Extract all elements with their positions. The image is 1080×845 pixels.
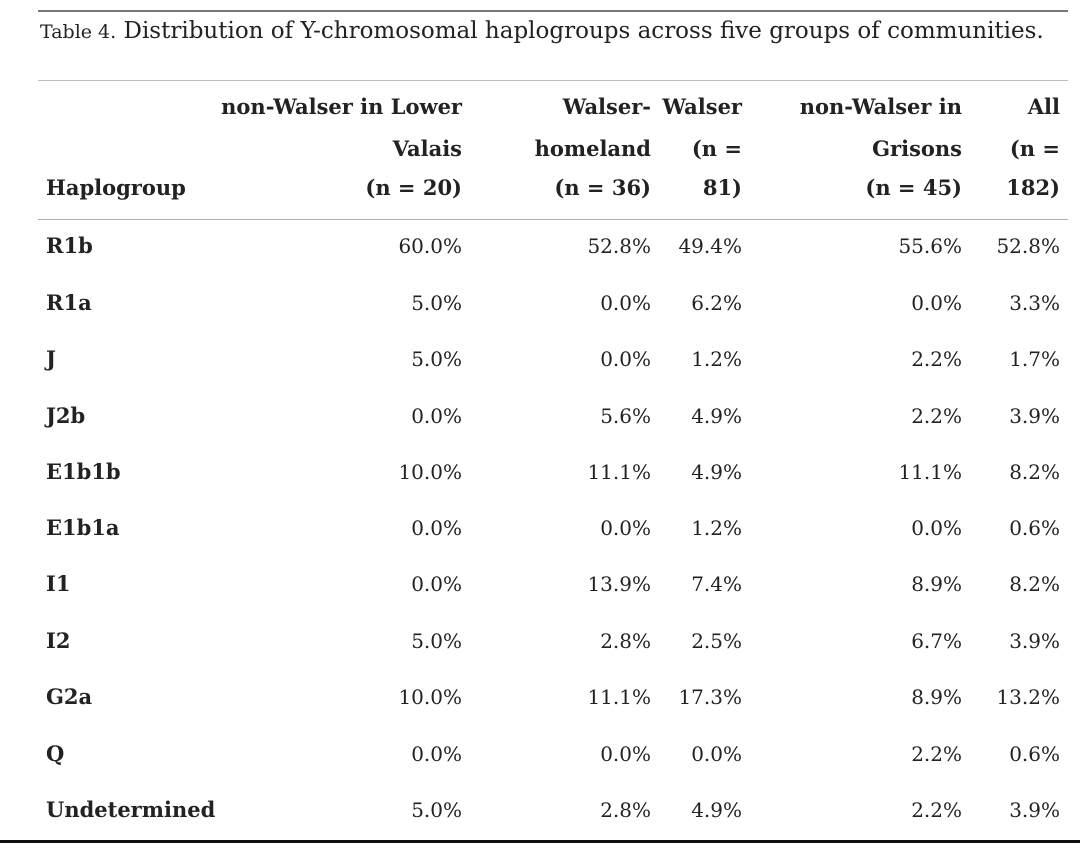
row-label-i2: I2 bbox=[46, 628, 71, 653]
row-label-e1b1b: E1b1b bbox=[46, 459, 121, 484]
table-cell: 2.5% bbox=[691, 629, 742, 653]
header-col3-line2: (n = bbox=[691, 136, 742, 161]
table-cell: 52.8% bbox=[996, 234, 1060, 258]
table-cell: 0.0% bbox=[411, 742, 462, 766]
table-cell: 3.9% bbox=[1009, 798, 1060, 822]
table-cell: 13.9% bbox=[587, 572, 651, 596]
table-caption-text: Distribution of Y-chromosomal haplogroup… bbox=[123, 18, 1044, 44]
table-cell: 1.2% bbox=[691, 516, 742, 540]
table-cell: 8.9% bbox=[911, 572, 962, 596]
header-haplogroup: Haplogroup bbox=[46, 175, 186, 200]
table-cell: 0.6% bbox=[1009, 742, 1060, 766]
table-cell: 2.2% bbox=[911, 742, 962, 766]
table-cell: 49.4% bbox=[678, 234, 742, 258]
table-cell: 3.3% bbox=[1009, 291, 1060, 315]
row-label-j2b: J2b bbox=[46, 403, 86, 428]
table-cell: 3.9% bbox=[1009, 629, 1060, 653]
table-cell: 0.0% bbox=[600, 291, 651, 315]
table-cell: 2.8% bbox=[600, 629, 651, 653]
table-bottom-rule bbox=[0, 840, 1080, 843]
table-cell: 4.9% bbox=[691, 460, 742, 484]
table-caption: Table 4. Distribution of Y-chromosomal h… bbox=[40, 14, 1044, 49]
header-col1-line3: (n = 20) bbox=[365, 175, 462, 200]
row-label-r1b: R1b bbox=[46, 233, 93, 258]
table-cell: 5.0% bbox=[411, 347, 462, 371]
table-cell: 1.7% bbox=[1009, 347, 1060, 371]
table-cell: 5.0% bbox=[411, 629, 462, 653]
table-cell: 2.2% bbox=[911, 798, 962, 822]
table-cell: 10.0% bbox=[398, 460, 462, 484]
table-cell: 52.8% bbox=[587, 234, 651, 258]
table-cell: 2.2% bbox=[911, 347, 962, 371]
table-cell: 4.9% bbox=[691, 798, 742, 822]
table-cell: 0.0% bbox=[911, 516, 962, 540]
table-cell: 11.1% bbox=[587, 685, 651, 709]
table-cell: 2.2% bbox=[911, 404, 962, 428]
table-caption-label: Table 4. bbox=[40, 21, 117, 43]
row-label-g2a: G2a bbox=[46, 684, 93, 709]
table-cell: 55.6% bbox=[898, 234, 962, 258]
table-cell: 0.0% bbox=[600, 347, 651, 371]
table-cell: 6.7% bbox=[911, 629, 962, 653]
table-cell: 5.0% bbox=[411, 798, 462, 822]
table-cell: 13.2% bbox=[996, 685, 1060, 709]
table-cell: 11.1% bbox=[898, 460, 962, 484]
table-cell: 11.1% bbox=[587, 460, 651, 484]
table-cell: 5.6% bbox=[600, 404, 651, 428]
header-col5-line1: All bbox=[1027, 94, 1060, 119]
header-col5-line3: 182) bbox=[1006, 175, 1060, 200]
table-cell: 0.0% bbox=[411, 404, 462, 428]
header-col5-line2: (n = bbox=[1009, 136, 1060, 161]
table-cell: 17.3% bbox=[678, 685, 742, 709]
table-cell: 4.9% bbox=[691, 404, 742, 428]
table-cell: 10.0% bbox=[398, 685, 462, 709]
table-cell: 6.2% bbox=[691, 291, 742, 315]
table-cell: 0.0% bbox=[691, 742, 742, 766]
header-col3-line3: 81) bbox=[702, 175, 742, 200]
table-cell: 60.0% bbox=[398, 234, 462, 258]
row-label-q: Q bbox=[46, 741, 65, 766]
header-col2-line1: Walser- bbox=[562, 94, 651, 119]
header-col3-line1: Walser bbox=[662, 94, 742, 119]
table-cell: 0.0% bbox=[600, 742, 651, 766]
row-label-e1b1a: E1b1a bbox=[46, 515, 120, 540]
row-label-j: J bbox=[46, 346, 56, 371]
table-top-rule bbox=[38, 10, 1068, 12]
table-cell: 0.6% bbox=[1009, 516, 1060, 540]
row-label-i1: I1 bbox=[46, 571, 71, 596]
row-label-undetermined: Undetermined bbox=[46, 797, 216, 822]
table-cell: 3.9% bbox=[1009, 404, 1060, 428]
header-top-rule bbox=[38, 80, 1068, 81]
table-cell: 7.4% bbox=[691, 572, 742, 596]
header-col2-line2: homeland bbox=[534, 136, 651, 161]
header-col4-line2: Grisons bbox=[872, 136, 962, 161]
table-cell: 0.0% bbox=[411, 516, 462, 540]
header-col1-line1: non-Walser in Lower bbox=[221, 94, 462, 119]
header-col2-line3: (n = 36) bbox=[554, 175, 651, 200]
header-col4-line3: (n = 45) bbox=[865, 175, 962, 200]
table-cell: 0.0% bbox=[600, 516, 651, 540]
header-col1-line2: Valais bbox=[392, 136, 462, 161]
row-label-r1a: R1a bbox=[46, 290, 92, 315]
table-cell: 8.2% bbox=[1009, 572, 1060, 596]
table-cell: 5.0% bbox=[411, 291, 462, 315]
table-cell: 1.2% bbox=[691, 347, 742, 371]
table-cell: 2.8% bbox=[600, 798, 651, 822]
table-cell: 0.0% bbox=[411, 572, 462, 596]
table-cell: 8.2% bbox=[1009, 460, 1060, 484]
header-col4-line1: non-Walser in bbox=[799, 94, 962, 119]
header-bottom-rule bbox=[38, 219, 1068, 220]
table-cell: 8.9% bbox=[911, 685, 962, 709]
table-cell: 0.0% bbox=[911, 291, 962, 315]
